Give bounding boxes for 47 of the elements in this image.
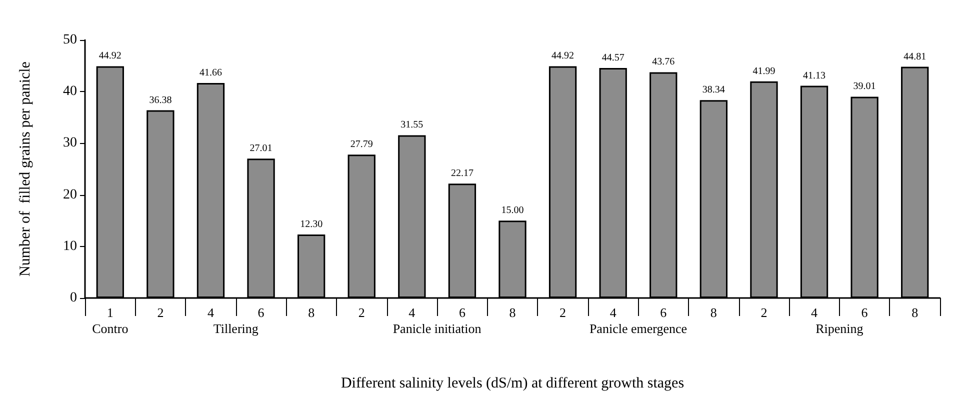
data-label: 44.57 xyxy=(602,52,624,64)
text: Tillering xyxy=(213,321,259,336)
x-tick-label: 6 xyxy=(660,305,668,320)
y-axis-title: Number of filled grains per panicle xyxy=(18,61,34,276)
x-tick-label: 2 xyxy=(760,305,768,320)
x-tick-label: 6 xyxy=(861,305,868,320)
x-tick-label: 4 xyxy=(811,305,818,320)
data-label: 44.92 xyxy=(552,50,574,62)
data-label: 27.01 xyxy=(250,143,272,154)
x-tick-label: 4 xyxy=(207,305,214,320)
text: Panicle emergence xyxy=(589,321,688,336)
y-tick-label: 50 xyxy=(63,32,77,48)
data-label: 12.30 xyxy=(300,219,323,230)
data-label: 41.66 xyxy=(199,68,222,79)
x-tick-label: 8 xyxy=(710,305,717,320)
x-tick-label: 2 xyxy=(358,305,365,320)
data-label: 31.55 xyxy=(400,120,424,131)
data-label: 39.01 xyxy=(853,81,876,92)
data-label: 44.81 xyxy=(904,51,926,62)
x-tick-label: 4 xyxy=(610,305,617,320)
data-label: 44.92 xyxy=(98,50,122,62)
x-tick-label: 2 xyxy=(157,305,164,320)
text: Panicle initiation xyxy=(392,321,482,336)
y-tick-label: 40 xyxy=(63,84,77,100)
y-tick-label: 20 xyxy=(63,187,77,202)
data-label: 36.38 xyxy=(149,94,172,106)
x-tick-label: 1 xyxy=(106,305,114,320)
x-axis-title: Different salinity levels (dS/m) at different growth stages xyxy=(340,376,684,392)
data-label: 27.79 xyxy=(350,139,373,150)
data-label: 22.17 xyxy=(450,168,474,180)
data-label: 15.00 xyxy=(501,205,524,216)
data-label: 41.13 xyxy=(803,70,826,82)
data-label: 43.76 xyxy=(652,56,675,68)
x-tick-label: 4 xyxy=(408,305,416,320)
y-tick-label: 0 xyxy=(70,290,77,306)
x-tick-label: 2 xyxy=(560,305,566,320)
x-tick-label: 8 xyxy=(509,305,516,320)
data-label: 41.99 xyxy=(752,66,776,77)
x-tick-label: 6 xyxy=(458,305,466,320)
text: Contro xyxy=(92,321,128,336)
x-tick-label: 6 xyxy=(258,305,265,320)
x-tick-label: 8 xyxy=(912,305,918,320)
x-tick-label: 8 xyxy=(308,305,315,320)
text: Ripening xyxy=(816,321,864,336)
data-label: 38.34 xyxy=(702,84,725,96)
y-tick-label: 10 xyxy=(63,238,77,254)
y-tick-label: 30 xyxy=(63,136,77,151)
